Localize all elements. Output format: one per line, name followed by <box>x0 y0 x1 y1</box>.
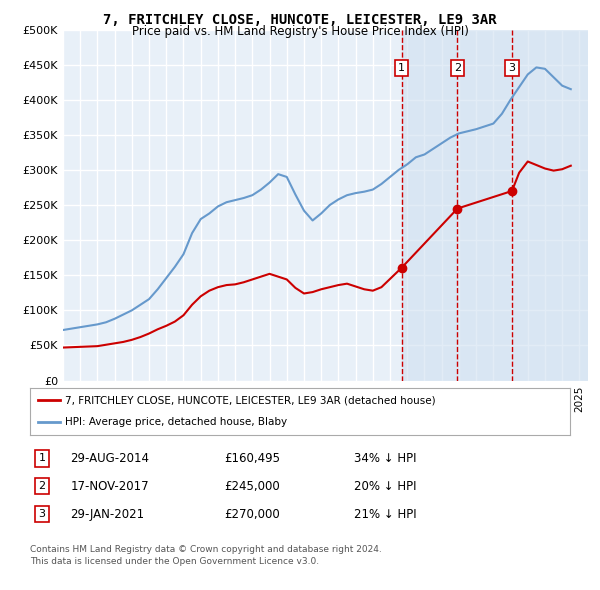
Text: 2: 2 <box>454 63 461 73</box>
Text: 1: 1 <box>398 63 405 73</box>
Text: Contains HM Land Registry data © Crown copyright and database right 2024.: Contains HM Land Registry data © Crown c… <box>30 545 382 554</box>
Text: 3: 3 <box>38 509 46 519</box>
Text: 29-AUG-2014: 29-AUG-2014 <box>71 452 149 465</box>
Text: 20% ↓ HPI: 20% ↓ HPI <box>354 480 416 493</box>
Bar <box>401 30 588 381</box>
Text: £245,000: £245,000 <box>224 480 280 493</box>
Text: 2: 2 <box>38 481 46 491</box>
Text: 7, FRITCHLEY CLOSE, HUNCOTE, LEICESTER, LE9 3AR (detached house): 7, FRITCHLEY CLOSE, HUNCOTE, LEICESTER, … <box>65 395 436 405</box>
Text: 1: 1 <box>38 453 46 463</box>
Text: Price paid vs. HM Land Registry's House Price Index (HPI): Price paid vs. HM Land Registry's House … <box>131 25 469 38</box>
Text: This data is licensed under the Open Government Licence v3.0.: This data is licensed under the Open Gov… <box>30 557 319 566</box>
Text: £270,000: £270,000 <box>224 507 280 520</box>
Text: 17-NOV-2017: 17-NOV-2017 <box>71 480 149 493</box>
Text: 3: 3 <box>508 63 515 73</box>
Text: 34% ↓ HPI: 34% ↓ HPI <box>354 452 416 465</box>
Text: 29-JAN-2021: 29-JAN-2021 <box>71 507 145 520</box>
Text: 21% ↓ HPI: 21% ↓ HPI <box>354 507 416 520</box>
Text: £160,495: £160,495 <box>224 452 280 465</box>
Text: HPI: Average price, detached house, Blaby: HPI: Average price, detached house, Blab… <box>65 417 287 427</box>
Text: 7, FRITCHLEY CLOSE, HUNCOTE, LEICESTER, LE9 3AR: 7, FRITCHLEY CLOSE, HUNCOTE, LEICESTER, … <box>103 13 497 27</box>
